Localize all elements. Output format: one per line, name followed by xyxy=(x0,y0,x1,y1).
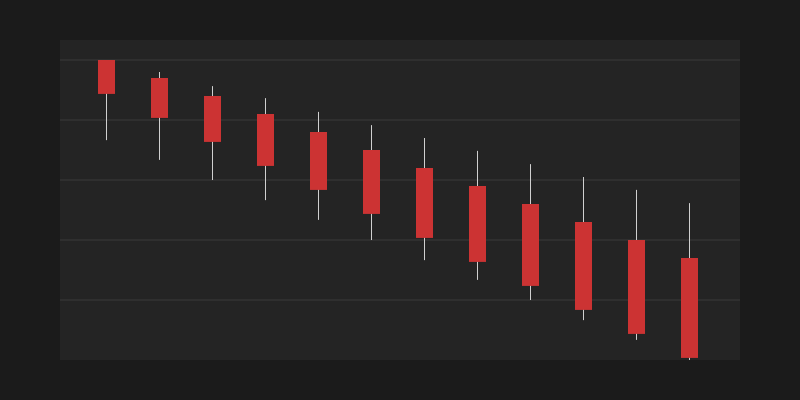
candle-5 xyxy=(310,111,327,220)
candle-body xyxy=(681,258,698,358)
candle-body xyxy=(204,96,221,142)
candle-body xyxy=(310,132,327,190)
candle-body xyxy=(522,204,539,286)
candles xyxy=(98,60,698,360)
candle-body xyxy=(363,150,380,214)
candle-7 xyxy=(416,138,433,261)
candle-9 xyxy=(522,164,539,300)
candle-body xyxy=(469,186,486,262)
candle-8 xyxy=(469,150,486,280)
plot-area xyxy=(60,40,740,360)
candle-10 xyxy=(575,177,592,321)
candle-4 xyxy=(257,98,274,201)
candle-body xyxy=(151,78,168,118)
candle-body xyxy=(98,60,115,94)
candle-body xyxy=(416,168,433,238)
candle-2 xyxy=(151,72,168,160)
candle-3 xyxy=(204,86,221,180)
candle-body xyxy=(575,222,592,310)
candle-body xyxy=(628,240,645,334)
candle-12 xyxy=(681,203,698,360)
candle-body xyxy=(257,114,274,166)
candle-1 xyxy=(98,60,115,141)
gridlines xyxy=(60,59,740,301)
candle-11 xyxy=(628,189,645,340)
candle-6 xyxy=(363,125,380,240)
